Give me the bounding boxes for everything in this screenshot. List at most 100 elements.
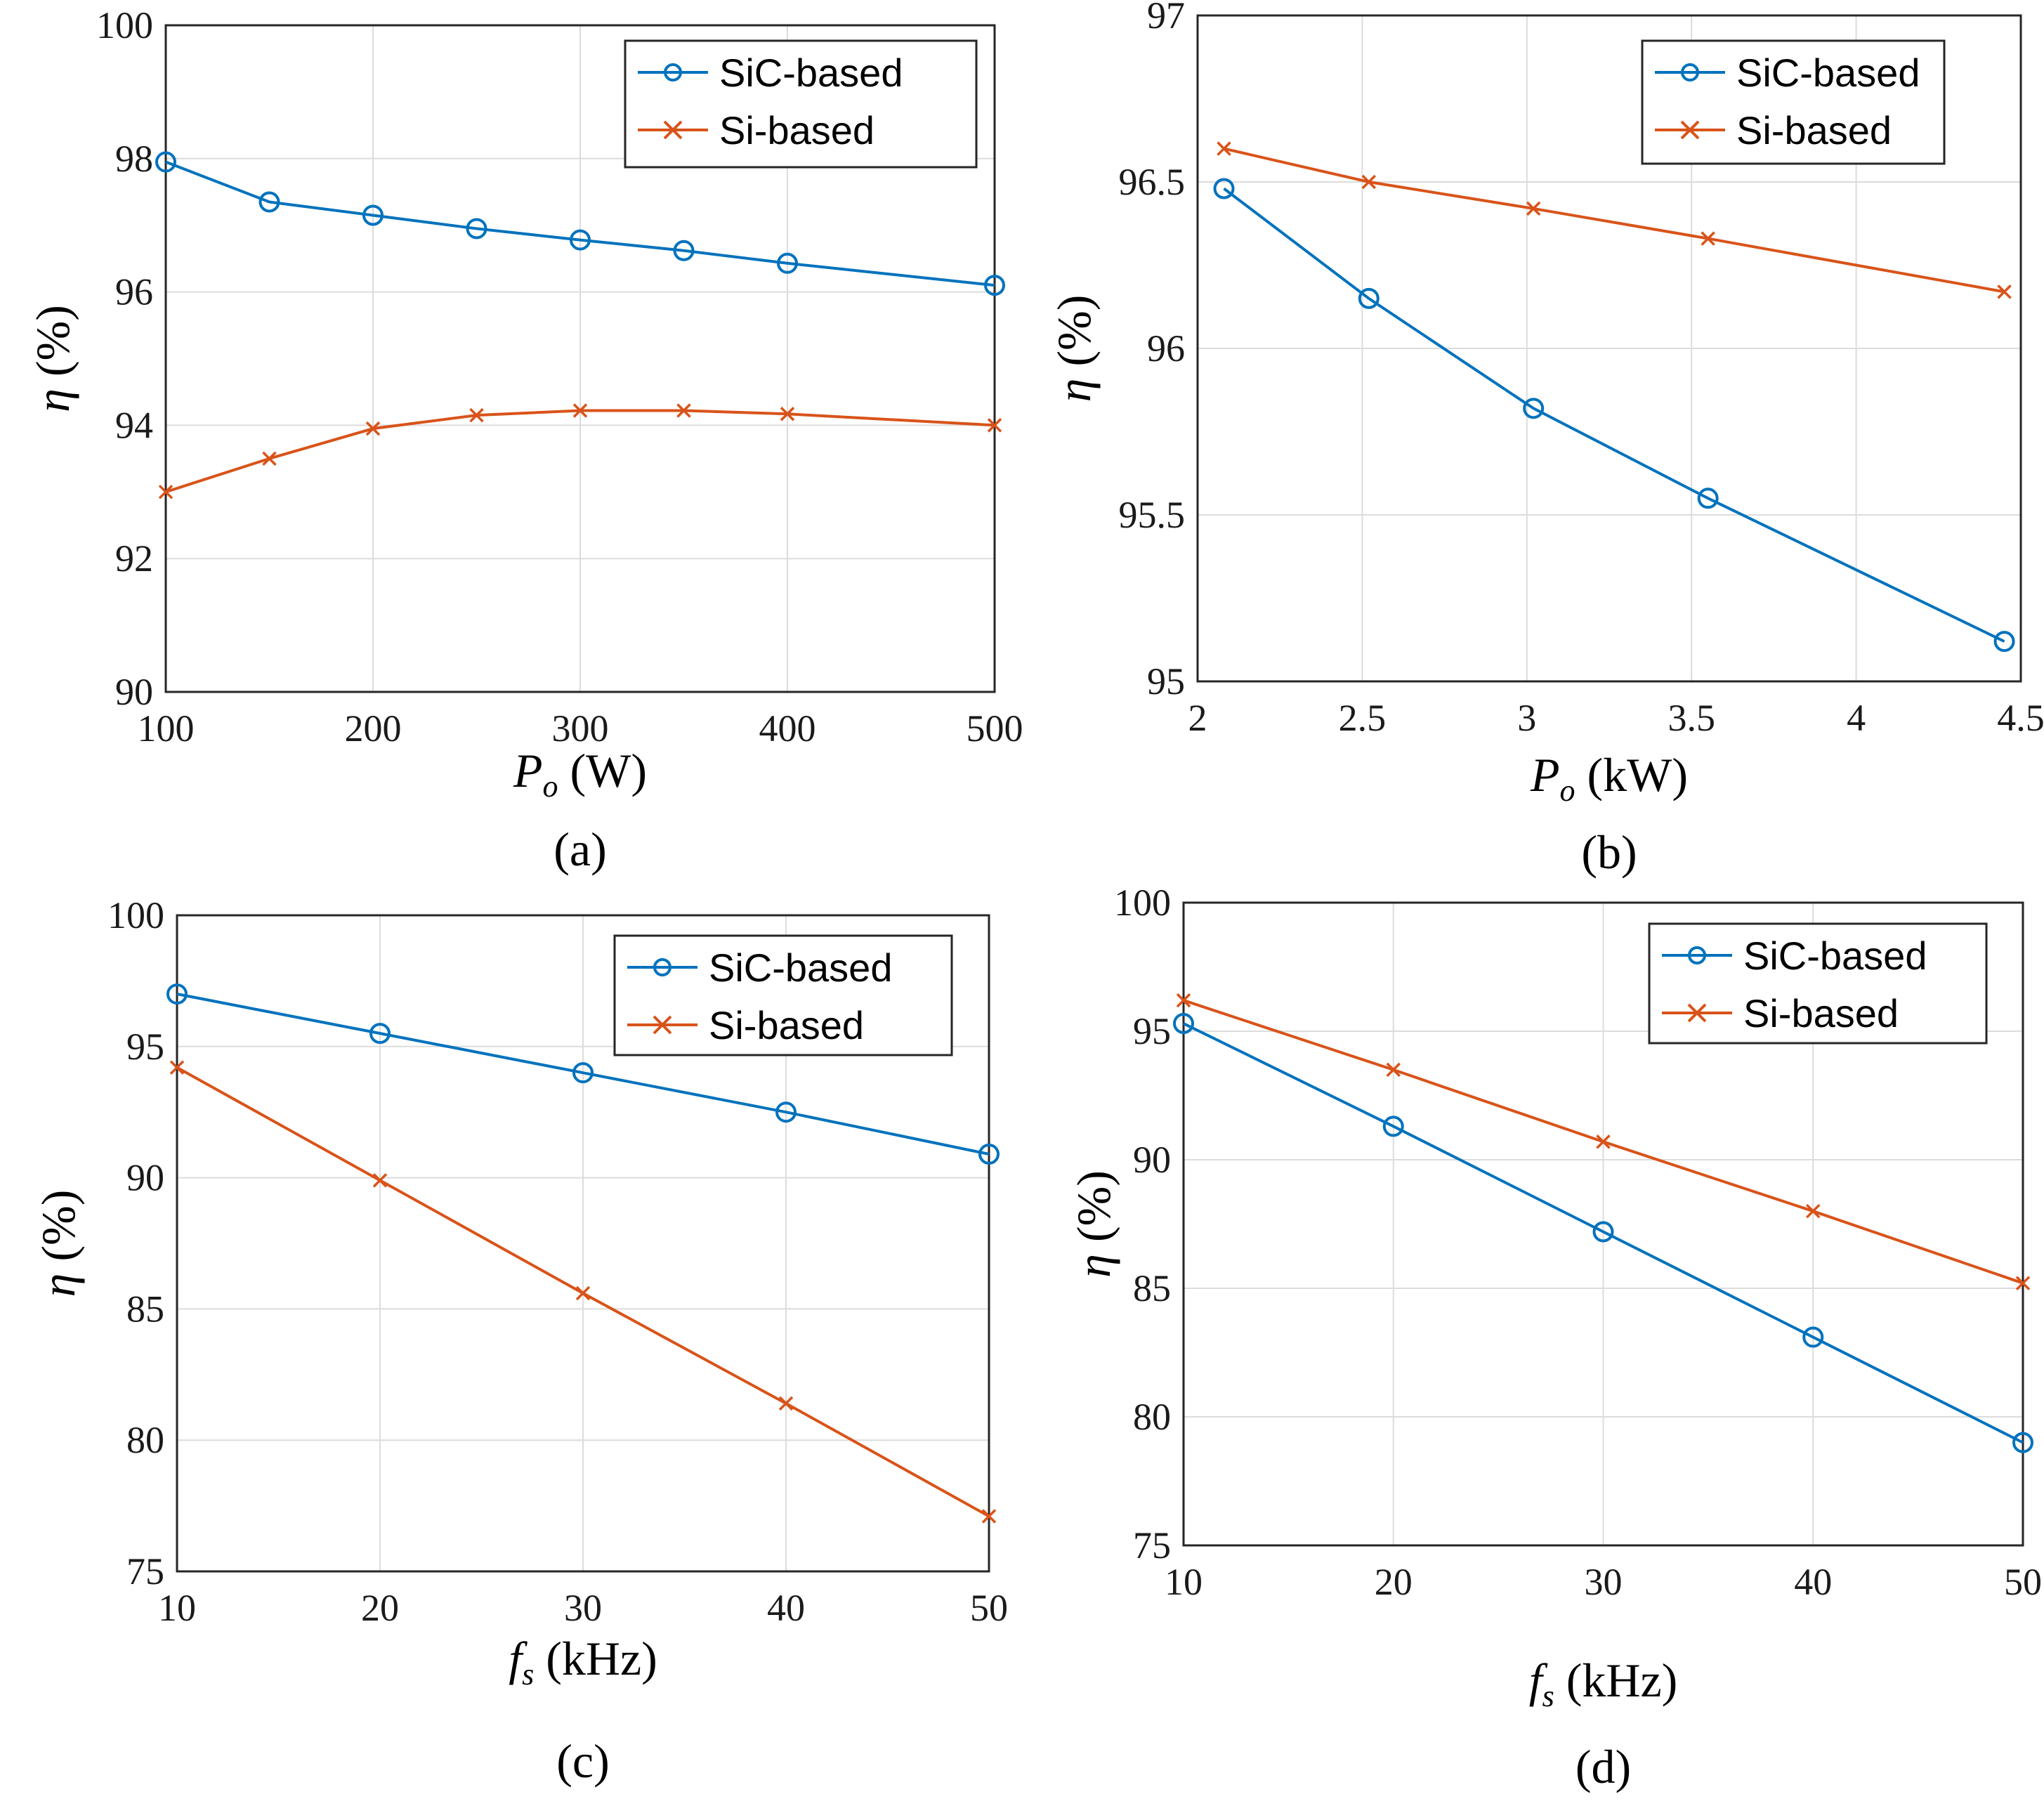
x-tick-label: 300 [552,707,609,750]
data-point-circle [155,151,176,173]
axes-box [164,24,996,693]
legend-box [624,39,978,169]
data-point-cross [1596,1134,1611,1149]
data-point-cross [169,1060,185,1075]
legend-marker-circle [1681,63,1699,81]
y-tick-label: 85 [1133,1267,1171,1309]
legend-label: Si-based [709,1003,864,1047]
data-point-circle [777,252,798,274]
data-point-circle [1382,1115,1404,1137]
y-tick-label: 95 [1133,1010,1171,1052]
legend: SiC-based Si-based [1648,922,1988,1045]
series-sic [1213,178,2015,653]
y-tick-label: 95 [126,1026,164,1068]
series-line [1223,187,2005,643]
x-tick-label: 500 [967,707,1023,750]
x-tick-label: 40 [767,1587,805,1629]
legend-marker-circle [653,958,671,976]
legend-box [1648,922,1988,1045]
y-tick-label: 90 [126,1157,164,1199]
legend-box [613,934,953,1056]
y-tick-label: 96 [115,271,153,313]
data-point-circle [166,983,188,1005]
data-point-circle [1697,488,1719,509]
data-point-cross [1386,1062,1401,1078]
data-point-cross [1701,231,1715,246]
data-point-circle [258,191,280,213]
legend-marker-cross [1687,1003,1707,1023]
y-tick-label: 94 [115,404,153,446]
legend-label: Si-based [719,108,874,152]
y-tick-label: 97 [1147,0,1185,37]
data-point-circle [1592,1221,1614,1243]
y-tick-label: 98 [115,138,153,180]
series-si [1176,993,2031,1290]
y-tick-label: 95.5 [1119,494,1186,536]
x-axis-label: Po (kW) [1530,748,1688,808]
y-tick-label: 100 [107,894,164,936]
data-point-cross [158,485,173,499]
y-tick-label: 92 [115,537,153,580]
series-line [165,409,995,494]
legend-box [1641,39,1946,165]
y-tick-label: 96.5 [1119,161,1186,203]
chart-panel-a: 100 200 300 400 500 90 92 94 96 98 100 Po (W) η (%) (… [26,4,1023,876]
series-line [1183,1022,2024,1444]
data-point-circle [572,1062,594,1084]
y-tick-label: 90 [115,671,153,713]
data-point-cross [778,1396,794,1411]
x-tick-label: 2 [1188,697,1207,739]
x-tick-label: 30 [1585,1561,1623,1603]
panel-label: (b) [1581,825,1637,879]
legend-label: SiC-based [1736,51,1920,95]
data-point-cross [575,1285,591,1301]
x-tick-label: 4.5 [1997,697,2044,739]
data-point-cross [1217,141,1231,156]
data-point-cross [1526,201,1541,216]
data-point-circle [570,229,591,251]
legend-marker-cross [1680,120,1700,140]
legend-marker-circle [1688,946,1706,964]
x-tick-label: 10 [1165,1561,1203,1603]
y-tick-label: 85 [126,1288,164,1330]
data-point-cross [1176,993,1191,1008]
legend-label: SiC-based [719,51,903,95]
chart-panel-c: 10 20 30 40 50 75 80 85 90 95 100 fs (kHz) η (%) (c) S… [32,894,1008,1788]
y-tick-label: 80 [1133,1396,1171,1438]
data-point-circle [1802,1326,1824,1348]
x-tick-label: 200 [345,707,402,750]
series-si [1217,141,2012,299]
data-point-cross [981,1509,997,1524]
axes-box [1182,901,2024,1547]
data-point-cross [2015,1276,2031,1290]
series-line [165,160,995,287]
data-point-circle [2012,1432,2033,1453]
x-axis-label: Po (W) [513,744,647,804]
data-point-cross [365,421,381,436]
data-point-circle [775,1101,797,1123]
series-si [169,1060,997,1524]
legend-label: Si-based [1743,991,1899,1035]
data-point-circle [1993,631,2015,653]
data-point-cross [372,1173,388,1188]
data-point-cross [780,407,795,421]
x-tick-label: 4 [1847,697,1866,739]
data-point-circle [673,240,695,261]
y-tick-label: 90 [1133,1139,1171,1181]
x-tick-label: 50 [970,1587,1008,1629]
chart-panel-b: 2 2.5 3 3.5 4 4.5 95 95.5 96 96.5 97 Po (kW) η (%) (b… [1047,0,2044,879]
data-point-cross [1806,1203,1821,1219]
y-tick-label: 100 [1114,882,1171,924]
data-point-circle [1213,178,1235,199]
x-axis-label: fs (kHz) [509,1632,657,1692]
y-axis-label: η (%) [1047,295,1101,403]
x-tick-label: 40 [1794,1561,1832,1603]
legend-label: SiC-based [1743,934,1927,978]
data-point-cross [469,407,484,423]
chart-panel-d: 10 20 30 40 50 75 80 85 90 95 100 fs (kHz) η (%) (d) S… [1067,882,2042,1793]
panel-label: (c) [556,1734,609,1788]
x-tick-label: 30 [564,1587,602,1629]
legend-label: Si-based [1736,108,1892,152]
series-line [176,993,990,1156]
y-tick-label: 75 [1133,1524,1171,1566]
